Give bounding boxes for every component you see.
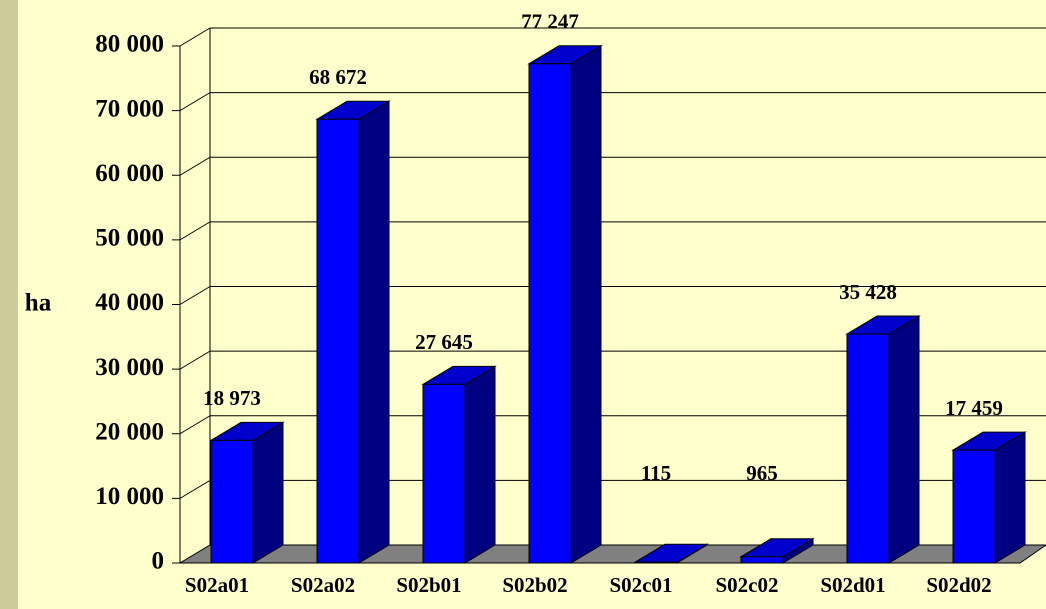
y-tick-label: 10 000 [95, 483, 164, 510]
grid-line [179, 156, 211, 176]
bar-side [888, 315, 920, 564]
grid-line [179, 479, 211, 499]
bar-side [358, 100, 390, 564]
x-tick-label: S02a02 [291, 573, 355, 597]
y-tick-label: 80 000 [95, 31, 164, 58]
bar [634, 561, 678, 564]
y-tick-label: 70 000 [95, 95, 164, 122]
x-tick-label: S02c02 [716, 573, 779, 597]
bar [740, 556, 784, 564]
bar [316, 118, 360, 564]
grid-line [179, 350, 211, 370]
y-tick-label: 0 [152, 548, 165, 575]
floor [178, 544, 1046, 564]
y-tick-label: 30 000 [95, 354, 164, 381]
bar-side [252, 421, 284, 564]
bar-side [570, 44, 602, 564]
x-tick-label: S02b02 [502, 573, 567, 597]
bar [952, 449, 996, 564]
y-tick-label: 20 000 [95, 418, 164, 445]
value-label: 77 247 [521, 10, 579, 34]
bar-side [994, 431, 1026, 564]
value-label: 68 672 [309, 65, 367, 89]
bar-side [464, 365, 496, 564]
value-label: 18 973 [203, 386, 261, 410]
bar [846, 333, 890, 564]
x-tick-label: S02d02 [926, 573, 991, 597]
value-label: 965 [746, 461, 778, 485]
value-label: 27 645 [415, 330, 473, 354]
y-tick-label: 50 000 [95, 225, 164, 252]
y-tick-label: 60 000 [95, 160, 164, 187]
x-tick-label: S02a01 [185, 573, 249, 597]
y-tick-label: 40 000 [95, 289, 164, 316]
bar [422, 383, 466, 564]
grid-line [179, 221, 211, 241]
grid-line [179, 92, 211, 112]
value-label: 115 [641, 461, 671, 485]
value-label: 35 428 [839, 280, 897, 304]
grid-line [179, 27, 211, 47]
x-tick-label: S02b01 [396, 573, 461, 597]
y-axis-title: ha [25, 290, 52, 317]
grid-line [179, 286, 211, 305]
side-strip [0, 0, 18, 609]
bar [210, 439, 254, 564]
x-tick-label: S02d01 [820, 573, 885, 597]
bar [528, 63, 572, 564]
x-tick-label: S02c01 [610, 573, 673, 597]
grid-line [179, 415, 211, 435]
value-label: 17 459 [945, 396, 1003, 420]
